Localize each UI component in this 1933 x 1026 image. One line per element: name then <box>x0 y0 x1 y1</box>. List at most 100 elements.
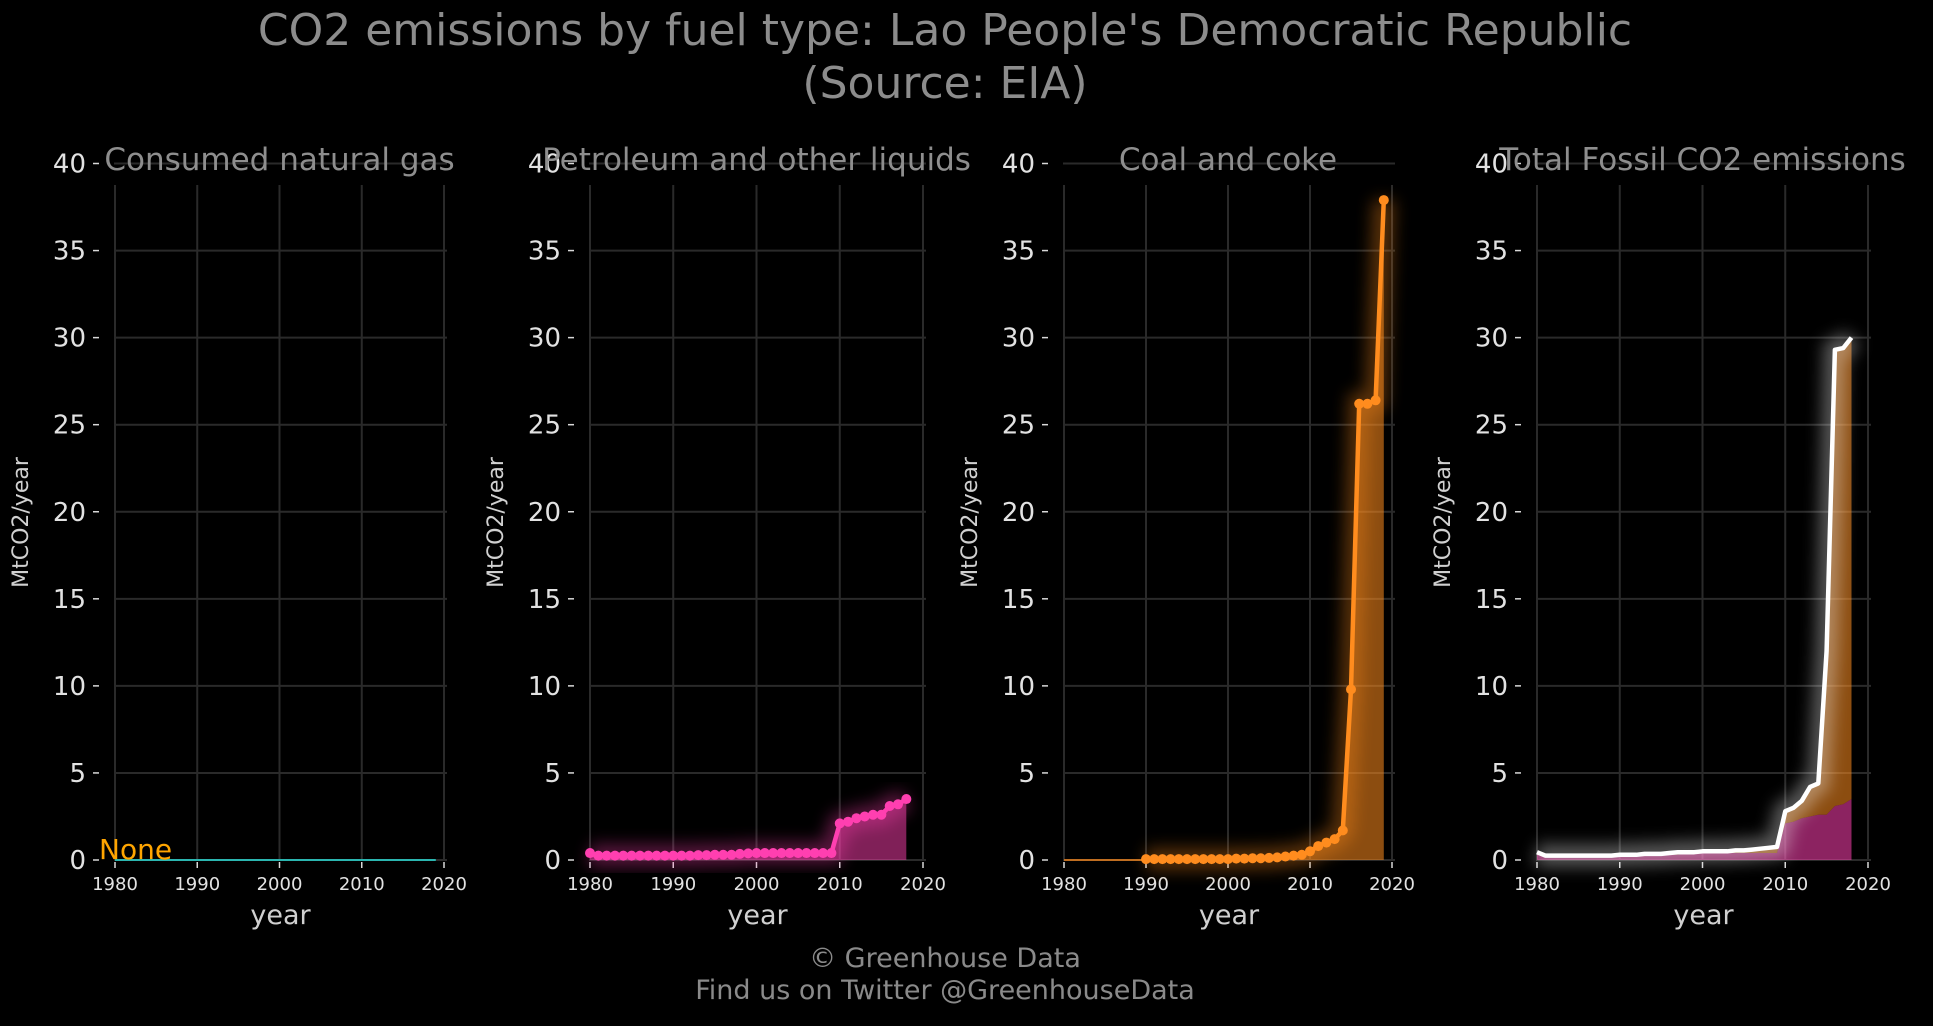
data-point <box>876 809 887 820</box>
data-point <box>593 850 604 861</box>
data-point <box>1329 834 1340 845</box>
twitter-line: Find us on Twitter @GreenhouseData <box>695 975 1195 1006</box>
y-tick-label: 40 <box>528 150 561 180</box>
y-axis-label: MtCO2/year <box>9 456 34 588</box>
data-point <box>676 850 687 861</box>
y-tick-label: 30 <box>1475 324 1508 354</box>
data-point <box>1378 195 1389 206</box>
data-point <box>826 848 837 859</box>
data-point <box>743 848 754 859</box>
data-point <box>1173 854 1184 865</box>
data-point <box>884 801 895 812</box>
data-point <box>1206 854 1217 865</box>
data-point <box>709 849 720 860</box>
y-tick-label: 20 <box>1002 498 1035 528</box>
x-axis-label: year <box>1199 900 1260 931</box>
data-point <box>768 848 779 859</box>
y-tick-label: 10 <box>528 672 561 702</box>
y-tick-label: 40 <box>1002 150 1035 180</box>
data-point <box>1321 837 1332 848</box>
data-point <box>1362 398 1373 409</box>
y-tick-label: 25 <box>528 411 561 441</box>
data-point <box>634 850 645 861</box>
data-point <box>734 848 745 859</box>
data-point <box>1346 684 1356 695</box>
data-point <box>1272 852 1283 863</box>
data-point <box>801 848 812 859</box>
y-tick-label: 30 <box>53 324 86 354</box>
x-tick-label: 2000 <box>1205 874 1251 895</box>
y-tick-label: 40 <box>1475 150 1508 180</box>
x-tick-label: 1980 <box>1514 874 1560 895</box>
data-point <box>718 849 729 860</box>
panel-title: Coal and coke <box>1119 142 1337 178</box>
x-tick-label: 1980 <box>567 874 613 895</box>
y-tick-label: 5 <box>1018 759 1035 789</box>
series-line <box>1536 336 1854 858</box>
y-tick-label: 0 <box>69 846 86 876</box>
y-tick-label: 35 <box>53 237 86 267</box>
panel-1: 0 5 10 15 20 25 30 35 40 1980 1990 2000 2010 2020 year… <box>9 142 467 931</box>
y-tick-label: 30 <box>1002 324 1035 354</box>
data-point <box>601 850 612 861</box>
x-axis-label: year <box>250 900 311 931</box>
y-tick-label: 20 <box>1475 498 1508 528</box>
y-tick-label: 5 <box>69 759 86 789</box>
y-tick-label: 40 <box>53 150 86 180</box>
x-tick-label: 2020 <box>1845 874 1891 895</box>
data-point <box>1280 851 1291 862</box>
y-tick-label: 35 <box>1475 237 1508 267</box>
x-tick-label: 1990 <box>650 874 696 895</box>
stack-coal-area <box>1537 337 1852 856</box>
y-tick-label: 35 <box>1002 237 1035 267</box>
none-annotation: None <box>99 833 172 866</box>
chart-title-line-2: (Source: EIA) <box>802 58 1088 109</box>
x-tick-label: 2000 <box>1680 874 1726 895</box>
y-tick-label: 10 <box>53 672 86 702</box>
data-point <box>1239 853 1250 864</box>
data-point <box>901 794 912 805</box>
data-point <box>1149 854 1160 865</box>
y-tick-label: 0 <box>544 846 561 876</box>
data-point <box>618 850 629 861</box>
panel-title: Consumed natural gas <box>104 142 454 178</box>
data-point <box>626 850 637 861</box>
x-tick-label: 2010 <box>1762 874 1808 895</box>
data-point <box>1247 853 1258 864</box>
data-point <box>659 850 670 861</box>
data-point <box>1165 854 1176 865</box>
data-point <box>609 850 620 861</box>
y-tick-label: 25 <box>1002 411 1035 441</box>
y-tick-label: 20 <box>528 498 561 528</box>
y-tick-label: 10 <box>1475 672 1508 702</box>
data-point <box>759 848 770 859</box>
credit-line: © Greenhouse Data <box>809 943 1081 974</box>
x-tick-label: 1990 <box>1123 874 1169 895</box>
data-point <box>1214 854 1225 865</box>
data-point <box>1157 854 1168 865</box>
data-point <box>643 850 654 861</box>
data-point <box>668 850 679 861</box>
data-point <box>1141 854 1151 865</box>
y-tick-label: 5 <box>1491 759 1508 789</box>
x-tick-label: 2000 <box>734 874 780 895</box>
data-point <box>1264 852 1274 863</box>
series-area <box>590 799 907 860</box>
x-tick-label: 2020 <box>900 874 946 895</box>
y-tick-label: 5 <box>544 759 561 789</box>
panel-3: 0 5 10 15 20 25 30 35 40 1980 1990 2000 2010 2020 year… <box>958 142 1415 931</box>
data-point <box>1296 849 1307 860</box>
y-tick-label: 15 <box>53 585 86 615</box>
data-point <box>585 848 595 859</box>
data-point <box>651 850 662 861</box>
y-axis-label: MtCO2/year <box>1431 456 1456 588</box>
y-tick-label: 25 <box>1475 411 1508 441</box>
series-area <box>1146 200 1384 861</box>
data-point <box>1182 854 1192 865</box>
x-tick-label: 2010 <box>817 874 863 895</box>
y-tick-label: 20 <box>53 498 86 528</box>
data-point <box>1313 841 1324 852</box>
x-tick-label: 2020 <box>1369 874 1415 895</box>
data-point <box>684 850 695 861</box>
